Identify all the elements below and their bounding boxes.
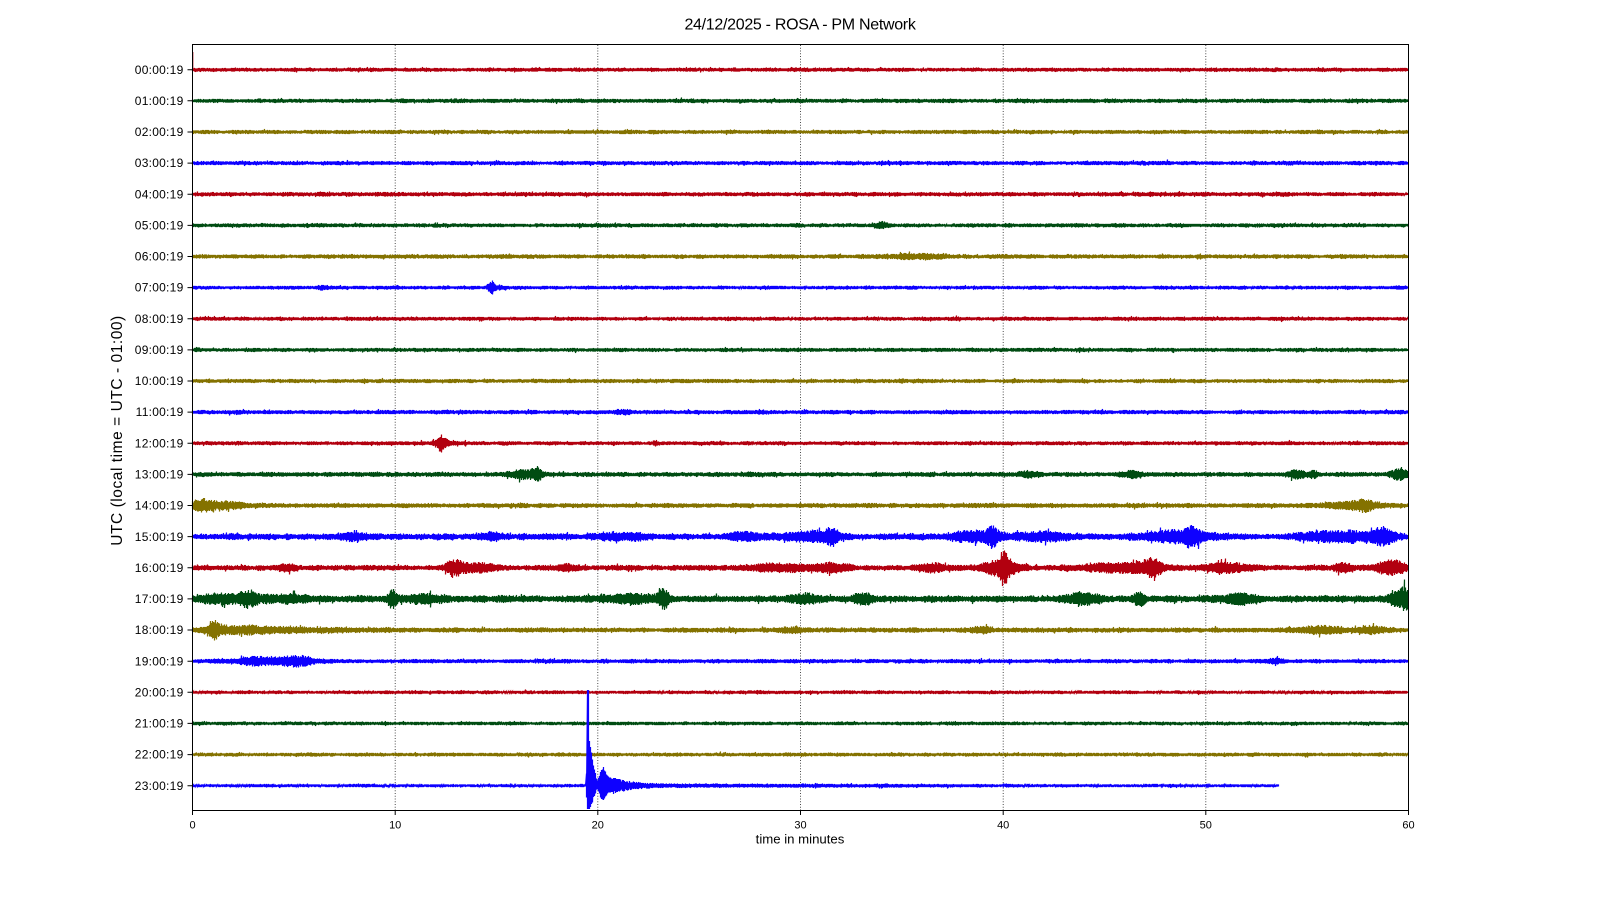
svg-text:22:00:19: 22:00:19 xyxy=(135,748,184,762)
svg-text:50: 50 xyxy=(1200,820,1212,832)
svg-text:12:00:19: 12:00:19 xyxy=(135,436,184,450)
svg-text:10: 10 xyxy=(389,820,401,832)
svg-text:20:00:19: 20:00:19 xyxy=(135,685,184,699)
svg-text:60: 60 xyxy=(1402,820,1414,832)
svg-text:13:00:19: 13:00:19 xyxy=(135,468,184,482)
svg-text:21:00:19: 21:00:19 xyxy=(135,717,184,731)
svg-text:03:00:19: 03:00:19 xyxy=(135,156,184,170)
svg-text:24/12/2025 - ROSA - PM Network: 24/12/2025 - ROSA - PM Network xyxy=(684,17,916,34)
svg-text:09:00:19: 09:00:19 xyxy=(135,343,184,357)
svg-text:40: 40 xyxy=(997,820,1009,832)
svg-text:07:00:19: 07:00:19 xyxy=(135,281,184,295)
svg-text:05:00:19: 05:00:19 xyxy=(135,219,184,233)
svg-text:10:00:19: 10:00:19 xyxy=(135,374,184,388)
svg-text:14:00:19: 14:00:19 xyxy=(135,499,184,513)
svg-text:UTC (local time = UTC - 01:00): UTC (local time = UTC - 01:00) xyxy=(109,315,126,546)
svg-text:time in minutes: time in minutes xyxy=(756,832,845,847)
svg-text:06:00:19: 06:00:19 xyxy=(135,250,184,264)
svg-text:0: 0 xyxy=(189,820,195,832)
svg-text:17:00:19: 17:00:19 xyxy=(135,592,184,606)
svg-text:00:00:19: 00:00:19 xyxy=(135,63,184,77)
svg-text:02:00:19: 02:00:19 xyxy=(135,125,184,139)
svg-text:11:00:19: 11:00:19 xyxy=(136,405,184,419)
svg-text:15:00:19: 15:00:19 xyxy=(135,530,184,544)
svg-text:23:00:19: 23:00:19 xyxy=(135,779,184,793)
svg-text:08:00:19: 08:00:19 xyxy=(135,312,184,326)
svg-text:04:00:19: 04:00:19 xyxy=(135,187,184,201)
svg-text:16:00:19: 16:00:19 xyxy=(135,561,184,575)
svg-text:01:00:19: 01:00:19 xyxy=(135,94,184,108)
svg-text:19:00:19: 19:00:19 xyxy=(135,654,184,668)
svg-text:30: 30 xyxy=(794,820,806,832)
svg-text:18:00:19: 18:00:19 xyxy=(135,623,184,637)
svg-text:20: 20 xyxy=(592,820,604,832)
